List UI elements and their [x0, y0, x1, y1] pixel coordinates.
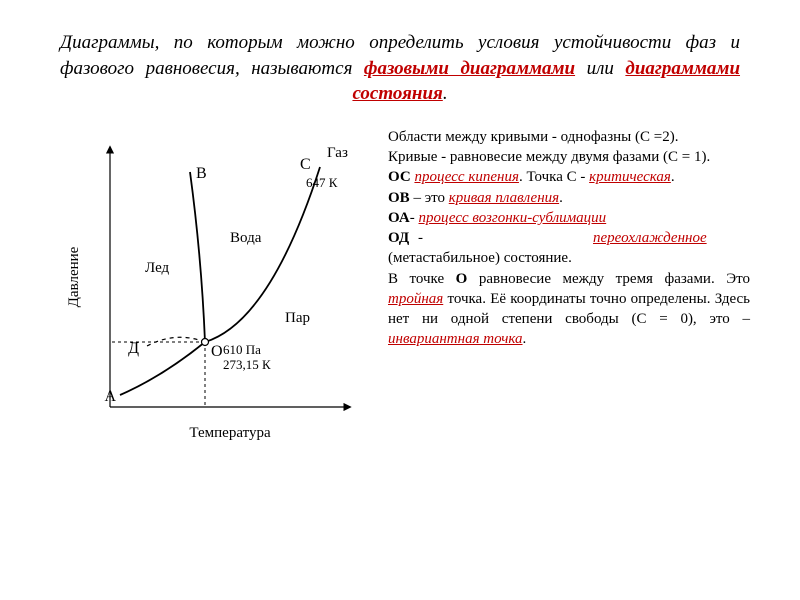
desc-p6: ОД- переохлажденное (метастабильное) сос…: [388, 228, 750, 269]
svg-text:Пар: Пар: [285, 310, 310, 326]
title-term1: фазовыми диаграммами: [364, 58, 575, 79]
p4-b: – это: [410, 190, 449, 206]
desc-p3: ОС процесс кипения. Точка С - критическа…: [388, 167, 750, 187]
title-end: .: [443, 83, 448, 104]
p5-sub: процесс возгонки-сублимации: [419, 210, 607, 226]
title-mid: или: [575, 58, 625, 79]
svg-text:Вода: Вода: [230, 230, 262, 246]
p3-e: .: [671, 169, 675, 185]
svg-text:610 Па: 610 Па: [223, 342, 261, 357]
p3-oc: ОС: [388, 169, 411, 185]
p4-ob: ОВ: [388, 190, 410, 206]
p7-triple: тройная: [388, 291, 443, 307]
svg-text:Давление: Давление: [66, 246, 82, 307]
desc-p1: Области между кривыми - однофазны (С =2)…: [388, 127, 750, 147]
p6-super: переохлажденное: [593, 230, 707, 246]
p3-crit: критическая: [589, 169, 671, 185]
desc-p4: ОВ – это кривая плавления.: [388, 188, 750, 208]
p6-d: (метастабильное) состояние.: [388, 250, 572, 266]
p3-boil: процесс кипения: [414, 169, 519, 185]
p7-g: .: [523, 331, 527, 347]
p4-melt: кривая плавления: [449, 190, 559, 206]
p3-c: . Точка С -: [519, 169, 589, 185]
p5-oa: ОА: [388, 210, 410, 226]
svg-text:Температура: Температура: [189, 425, 271, 441]
p6-od: ОД: [388, 228, 418, 248]
p6-b: -: [418, 228, 593, 248]
p7-inv: инвариантная точка: [388, 331, 523, 347]
p7-e: точка. Её координаты точно определены. З…: [388, 291, 750, 327]
desc-p5: ОА- процесс возгонки-сублимации: [388, 208, 750, 228]
p7-c: равновесие между тремя фазами. Это: [467, 271, 750, 287]
svg-text:647 К: 647 К: [306, 175, 338, 190]
svg-text:О: О: [211, 343, 223, 360]
title-line1: Диаграммы, по которым можно определить у…: [60, 32, 540, 53]
p7-a: В точке: [388, 271, 456, 287]
svg-text:С: С: [300, 156, 311, 173]
description: Области между кривыми - однофазны (С =2)…: [388, 127, 750, 350]
svg-text:Лед: Лед: [145, 260, 170, 276]
content-row: ОАВСДЛедВодаПарГаз647 К610 Па273,15 КТем…: [50, 127, 750, 457]
page-title: Диаграммы, по которым можно определить у…: [50, 30, 750, 107]
svg-text:В: В: [196, 165, 207, 182]
desc-p7: В точке О равновесие между тремя фазами.…: [388, 269, 750, 350]
p5-b: -: [410, 210, 419, 226]
svg-text:Газ: Газ: [327, 145, 348, 161]
phase-diagram: О А В С Д Лед Вода Пар Газ 647 К 610 Па273,15 К Тем…: [50, 127, 370, 457]
desc-p2: Кривые - равновесие между двумя фазами (…: [388, 147, 750, 167]
svg-text:А: А: [104, 388, 116, 405]
phase-diagram-svg: О А В С Д Лед Вода Пар Газ 647 К 610 Па273,15 К Тем…: [50, 127, 370, 457]
p4-d: .: [559, 190, 563, 206]
svg-text:Д: Д: [128, 340, 139, 357]
p7-o: О: [456, 271, 468, 287]
svg-text:273,15 К: 273,15 К: [223, 357, 271, 372]
